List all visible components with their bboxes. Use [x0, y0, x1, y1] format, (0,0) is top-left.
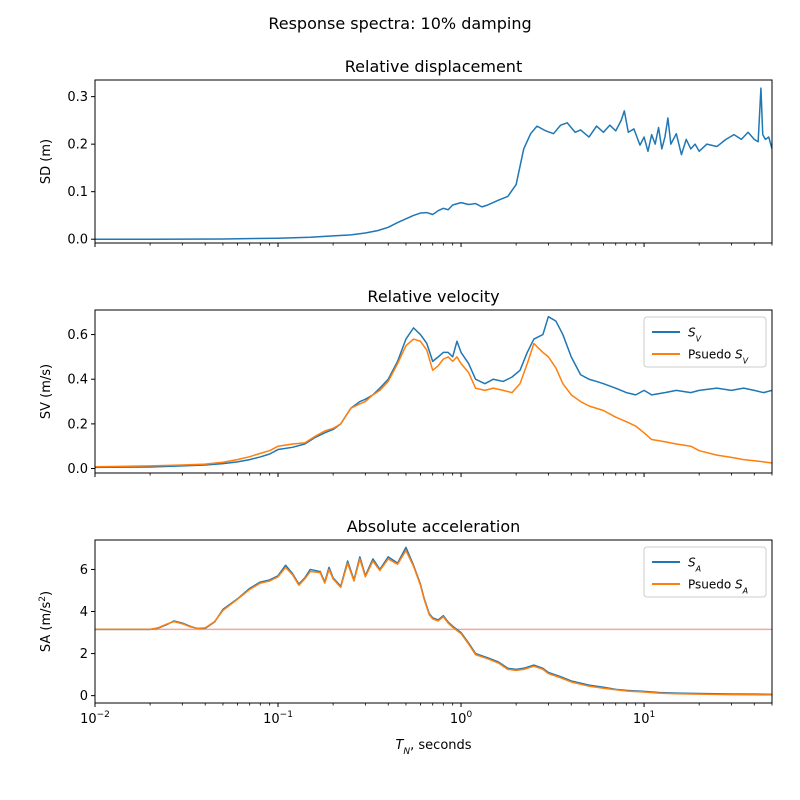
y-tick-label: 2 [80, 647, 88, 662]
subplot-2: Relative velocity 0.0 0.2 0.4 0.6 SV (m/s) SV P… [39, 287, 773, 477]
y-tick-label: 0.2 [67, 138, 88, 153]
axes-frame [94, 79, 773, 244]
legend-entry-label: SA [688, 556, 701, 574]
y-tick-label: 0.1 [67, 185, 88, 200]
series-line-2 [95, 338, 772, 468]
x-tick-label: 10−1 [263, 710, 293, 727]
figure-suptitle: Response spectra: 10% damping [268, 14, 531, 33]
subplot-title: Absolute acceleration [347, 517, 521, 536]
y-tick-label: 0.4 [67, 373, 88, 388]
y-tick-label: 6 [80, 563, 88, 578]
y-tick-label: 0.0 [67, 462, 88, 477]
y-tick-label: 4 [80, 605, 88, 620]
legend: SV Psuedo SV [643, 316, 767, 368]
x-axis-label: TN, seconds [395, 738, 471, 757]
series-line-1 [95, 87, 772, 240]
subplot-1: Relative displacement 0.0 0.1 0.2 0.3 SD (m) [39, 57, 773, 248]
y-tick-label: 0.6 [67, 328, 88, 343]
y-tick-label: 0 [80, 689, 88, 704]
axes-frame [94, 309, 773, 474]
legend-entry-label: Psuedo SA [688, 578, 748, 596]
y-tick-label: 0.3 [67, 90, 88, 105]
y-tick-label: 0.2 [67, 417, 88, 432]
y-tick-label: 0.0 [67, 233, 88, 248]
subplot-3: Absolute acceleration 0 2 4 6 SA (m/s2) 10−2 10… [38, 517, 773, 757]
y-axis-label: SD (m) [39, 139, 54, 184]
x-tick-label: 101 [633, 710, 655, 727]
series-line-2 [95, 549, 772, 696]
axes-frame [94, 539, 773, 704]
legend-entry-label: SV [688, 326, 702, 344]
subplot-title: Relative velocity [367, 287, 499, 306]
y-axis-label: SV (m/s) [39, 364, 54, 419]
x-tick-label: 10−2 [80, 710, 110, 727]
y-axis-label: SA (m/s2) [38, 591, 54, 652]
legend-entry-label: Psuedo SV [688, 348, 749, 366]
series-line-1 [95, 315, 772, 469]
subplot-title: Relative displacement [345, 57, 522, 76]
x-tick-label: 100 [450, 710, 473, 727]
legend: SA Psuedo SA [643, 546, 767, 598]
